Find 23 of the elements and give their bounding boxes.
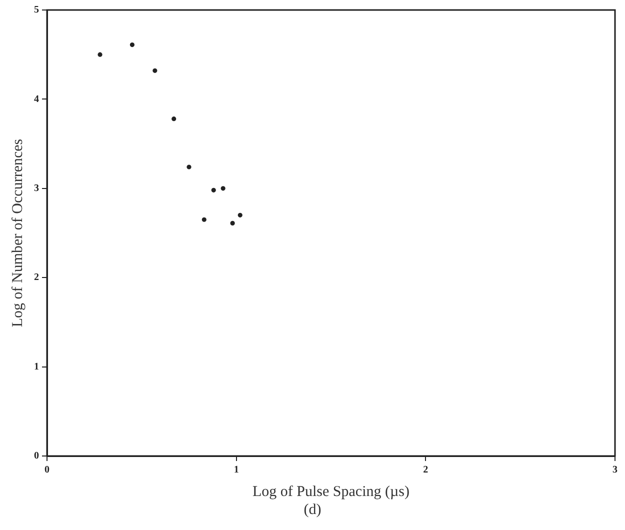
- y-tick-label: 2: [34, 272, 39, 284]
- y-axis-title: Log of Number of Occurrences: [10, 138, 26, 328]
- x-tick-label: 3: [612, 464, 618, 476]
- text: (d): [302, 502, 322, 519]
- point: [202, 217, 206, 222]
- y-tick-label: 4: [34, 94, 39, 105]
- point: [211, 188, 216, 192]
- y-tick-label: 5: [34, 4, 39, 16]
- point: [186, 164, 192, 170]
- y-tick-label: 3: [34, 182, 39, 194]
- point: [152, 68, 158, 73]
- y-tick-label: 1: [34, 361, 39, 372]
- point: [238, 212, 242, 218]
- point: [130, 42, 134, 48]
- point: [230, 220, 235, 226]
- point: [220, 186, 226, 191]
- point: [172, 116, 176, 122]
- y-tick-label: 0: [34, 450, 39, 462]
- x-axis-title: Log of Pulse Spacing (µs): [252, 484, 410, 500]
- x-tick-label: 1: [234, 464, 239, 476]
- point: [98, 52, 102, 57]
- x-tick-label: 0: [44, 464, 50, 476]
- x-tick-label: 2: [423, 464, 428, 476]
